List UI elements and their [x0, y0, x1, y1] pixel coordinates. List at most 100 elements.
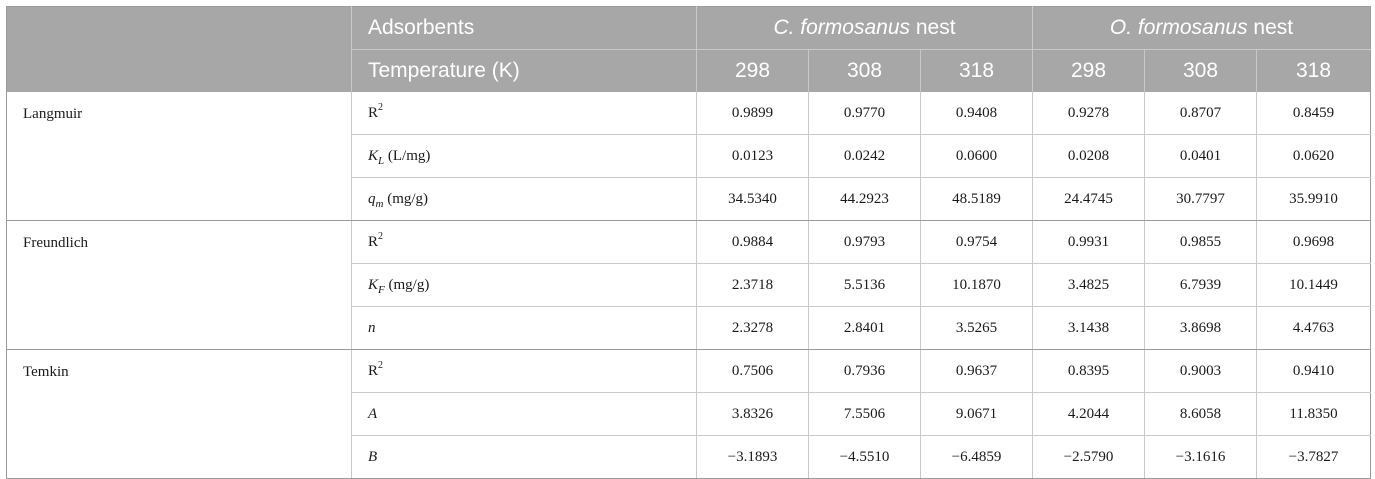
parameter-symbol: K	[368, 147, 379, 164]
temp-header-cell: 308	[808, 49, 921, 92]
value-cell: 0.9899	[696, 92, 809, 135]
value-cell: −6.4859	[920, 435, 1033, 479]
group2-suffix: nest	[1247, 16, 1294, 39]
value-cell: 0.0600	[920, 134, 1033, 178]
group2-species: O. formosanus	[1109, 16, 1248, 39]
parameter-cell: R2	[351, 92, 697, 135]
parameter-unit: (L/mg)	[384, 147, 431, 164]
value-cell: −4.5510	[808, 435, 921, 479]
temp-header-cell: 308	[1144, 49, 1257, 92]
parameter-cell: R2	[351, 220, 697, 264]
value-cell: 4.2044	[1032, 392, 1145, 436]
value-cell: 0.0242	[808, 134, 921, 178]
group-header-c-formosanus: C. formosanus nest	[696, 6, 1033, 50]
temperature-header: Temperature (K)	[351, 49, 697, 92]
isotherm-parameters-table: Adsorbents C. formosanus nest O. formosa…	[6, 6, 1371, 479]
value-cell: 0.9698	[1256, 220, 1371, 264]
parameter-symbol: R	[368, 233, 379, 250]
value-cell: 0.9410	[1256, 349, 1371, 393]
value-cell: 10.1449	[1256, 263, 1371, 307]
value-cell: 2.8401	[808, 306, 921, 350]
value-cell: 0.9408	[920, 92, 1033, 135]
parameter-subscript: L	[378, 154, 385, 167]
value-cell: 9.0671	[920, 392, 1033, 436]
value-cell: 3.8698	[1144, 306, 1257, 350]
parameter-unit: (mg/g)	[384, 276, 430, 293]
table-row: Temkin R2 0.7506 0.7936 0.9637 0.8395 0.9003 0.…	[6, 349, 1371, 479]
model-name-cell: Freundlich	[6, 220, 352, 350]
value-cell: 0.0401	[1144, 134, 1257, 178]
value-cell: 0.8459	[1256, 92, 1371, 135]
value-cell: −3.1616	[1144, 435, 1257, 479]
parameter-symbol: q	[368, 190, 376, 207]
value-cell: 0.7936	[808, 349, 921, 393]
value-cell: −3.7827	[1256, 435, 1371, 479]
parameter-superscript: 2	[378, 359, 384, 371]
value-cell: 0.9278	[1032, 92, 1145, 135]
group1-species: C. formosanus	[773, 16, 911, 39]
value-cell: 30.7797	[1144, 177, 1257, 221]
parameter-symbol: K	[368, 276, 379, 293]
value-cell: 0.9884	[696, 220, 809, 264]
value-cell: 0.8395	[1032, 349, 1145, 393]
parameter-symbol: n	[368, 319, 376, 336]
value-cell: −3.1893	[696, 435, 809, 479]
parameter-symbol: R	[368, 362, 379, 379]
parameter-subscript: m	[375, 197, 384, 210]
table-row: KL (L/mg) 0.0123 0.0242 0.0600 0.0208 0.0401 0…	[7, 134, 1371, 178]
model-name-cell: Langmuir	[6, 92, 352, 221]
table-row: Freundlich R2 0.9884 0.9793 0.9754 0.9931 0.98…	[6, 220, 1371, 350]
parameter-cell: n	[351, 306, 697, 350]
value-cell: −2.5790	[1032, 435, 1145, 479]
value-cell: 0.9855	[1144, 220, 1257, 264]
value-cell: 0.0620	[1256, 134, 1371, 178]
adsorbents-header: Adsorbents	[351, 6, 697, 50]
table-row: n 2.3278 2.8401 3.5265 3.1438 3.8698 4.4763	[7, 306, 1371, 350]
parameter-superscript: 2	[378, 101, 384, 113]
table-row: KF (mg/g) 2.3718 5.5136 10.1870 3.4825 6.7939…	[7, 263, 1371, 307]
value-cell: 0.8707	[1144, 92, 1257, 135]
group-header-o-formosanus: O. formosanus nest	[1032, 6, 1371, 50]
value-cell: 0.9931	[1032, 220, 1145, 264]
parameter-symbol: B	[368, 448, 378, 465]
adsorbents-label: Adsorbents	[368, 16, 475, 39]
parameter-cell: KL (L/mg)	[351, 134, 697, 178]
value-cell: 0.9793	[808, 220, 921, 264]
group1-suffix: nest	[910, 16, 956, 39]
value-cell: 0.9637	[920, 349, 1033, 393]
parameter-unit: (mg/g)	[383, 190, 429, 207]
value-cell: 44.2923	[808, 177, 921, 221]
table-header: Adsorbents C. formosanus nest O. formosa…	[6, 6, 1371, 92]
temp-header-cell: 318	[920, 49, 1033, 92]
parameter-cell: B	[351, 435, 697, 479]
temp-header-cell: 318	[1256, 49, 1371, 92]
value-cell: 0.9770	[808, 92, 921, 135]
value-cell: 4.4763	[1256, 306, 1371, 350]
table-row: Langmuir R2 0.9899 0.9770 0.9408 0.9278 0.8707…	[6, 92, 1371, 221]
table-container: Adsorbents C. formosanus nest O. formosa…	[6, 6, 1371, 479]
value-cell: 48.5189	[920, 177, 1033, 221]
value-cell: 2.3718	[696, 263, 809, 307]
header-blank-cell	[6, 6, 352, 92]
value-cell: 7.5506	[808, 392, 921, 436]
value-cell: 34.5340	[696, 177, 809, 221]
temp-header-cell: 298	[1032, 49, 1145, 92]
value-cell: 10.1870	[920, 263, 1033, 307]
value-cell: 0.0123	[696, 134, 809, 178]
parameter-cell: A	[351, 392, 697, 436]
value-cell: 11.8350	[1256, 392, 1371, 436]
parameter-superscript: 2	[378, 230, 384, 242]
value-cell: 8.6058	[1144, 392, 1257, 436]
parameter-subscript: F	[378, 283, 385, 296]
table-row: qm (mg/g) 34.5340 44.2923 48.5189 24.4745 30.…	[7, 177, 1371, 221]
parameter-cell: qm (mg/g)	[351, 177, 697, 221]
parameter-cell: R2	[351, 349, 697, 393]
table-body: Langmuir R2 0.9899 0.9770 0.9408 0.9278 0.8707…	[6, 92, 1371, 479]
temp-header-cell: 298	[696, 49, 809, 92]
table-row: A 3.8326 7.5506 9.0671 4.2044 8.6058 11.8350	[7, 392, 1371, 436]
value-cell: 3.4825	[1032, 263, 1145, 307]
value-cell: 6.7939	[1144, 263, 1257, 307]
value-cell: 3.1438	[1032, 306, 1145, 350]
value-cell: 0.9754	[920, 220, 1033, 264]
value-cell: 0.9003	[1144, 349, 1257, 393]
